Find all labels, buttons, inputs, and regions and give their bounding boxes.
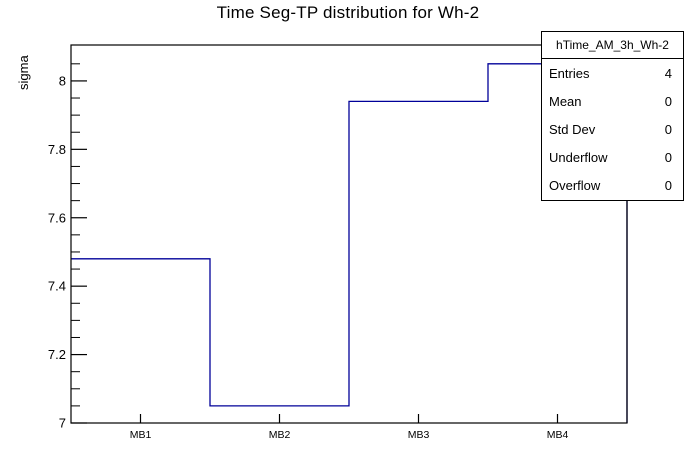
stats-rows: Entries 4 Mean 0 Std Dev 0 Underflow 0 O… [542,59,683,200]
x-tick-label: MB2 [269,429,291,441]
y-tick-label: 7.6 [48,210,66,225]
y-axis-label: sigma [16,55,31,90]
stats-value: 0 [664,93,672,109]
y-tick-label: 7.4 [48,279,66,294]
y-tick-label: 7.2 [48,347,66,362]
x-tick-label: MB3 [408,429,430,441]
stats-label: Mean [549,93,582,109]
stats-label: Overflow [549,178,601,194]
stats-row-underflow: Underflow 0 [542,144,683,172]
x-tick-label: MB4 [547,429,569,441]
x-tick-label: MB1 [130,429,152,441]
stats-value: 0 [664,150,672,166]
chart-title: Time Seg-TP distribution for Wh-2 [216,3,480,22]
stats-row-stddev: Std Dev 0 [542,115,683,143]
stats-row-entries: Entries 4 [542,59,683,87]
stats-value: 0 [664,178,672,194]
stats-label: Underflow [549,150,608,166]
stats-box: hTime_AM_3h_Wh-2 Entries 4 Mean 0 Std De… [541,31,684,201]
y-tick-label: 8 [59,73,66,88]
y-tick-label: 7.8 [48,142,66,157]
plot-frame [70,44,628,424]
stats-label: Std Dev [549,122,596,137]
y-tick-label: 7 [59,416,66,431]
stats-row-overflow: Overflow 0 [542,172,683,200]
stats-box-title: hTime_AM_3h_Wh-2 [542,32,683,59]
stats-value: 4 [664,65,672,81]
stats-row-mean: Mean 0 [542,87,683,115]
stats-label: Entries [549,65,590,81]
stats-value: 0 [664,122,672,137]
